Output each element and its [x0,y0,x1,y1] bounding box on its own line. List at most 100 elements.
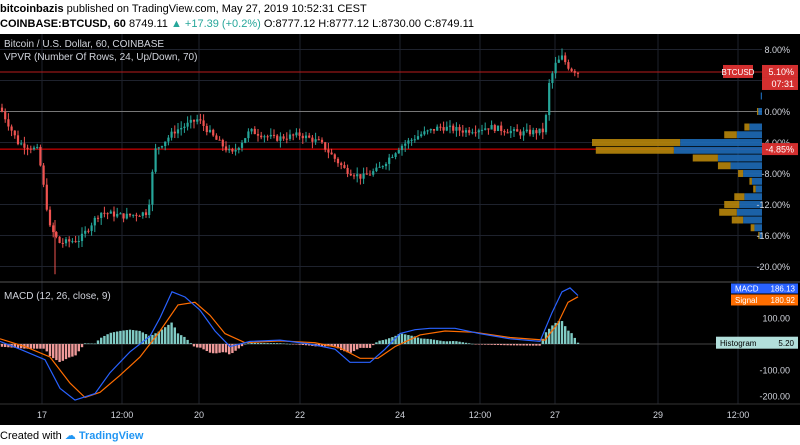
vpvr-down-bar [595,146,674,154]
histogram-bar [215,344,218,354]
histogram-bar [84,343,87,344]
histogram-bar [397,333,400,344]
vpvr-up-bar [758,108,762,115]
histogram-bar [42,344,45,349]
candle-body [13,130,16,136]
histogram-bar [263,343,266,344]
ohlc-values: O:8777.12 H:8777.12 L:8730.00 C:8749.11 [263,18,475,30]
candle-body [151,171,154,205]
histogram-bar [384,339,388,344]
macd-badge [731,283,798,294]
histogram-bar [167,324,170,344]
candle-body [573,71,576,73]
candle-body [352,175,356,177]
histogram-bar [420,338,423,344]
candle-body [109,211,112,214]
histogram-bar [567,330,570,344]
histogram-bar [228,344,231,355]
candle-body [74,241,77,243]
candle-body [349,173,352,176]
candle-body [240,142,244,148]
candle-body [180,127,183,130]
candle-body [205,125,208,133]
histogram-bar [176,333,180,344]
histogram-bar [52,344,55,359]
candle-body [391,156,394,158]
candle-body [20,143,23,145]
histogram-bar [48,344,52,357]
candle-body [375,167,378,172]
candle-body [16,135,20,145]
histogram-bar [464,342,468,344]
candle-body [359,174,362,179]
candle-body [96,217,100,219]
tradingview-brand[interactable]: TradingView [78,430,144,442]
vpvr-down-bar [717,162,731,170]
candle-body [224,146,228,151]
histogram-bar [509,344,512,346]
histogram-bar [336,344,340,349]
vpvr-down-bar [734,193,745,201]
histogram-bar [96,340,100,344]
macd-y-tick-label: 100.00 [762,313,790,323]
candle-body [164,141,167,147]
candle-body [269,134,272,137]
candle-body [442,127,445,131]
tradingview-logo-icon[interactable]: ☁ [64,430,76,442]
candle-body [477,130,480,133]
histogram-bar [295,344,298,345]
x-tick-label: 29 [653,410,663,420]
histogram-bar [199,344,202,348]
chart-svg[interactable]: 8.00%4.00%0.00%-4.00%-8.00%-12.00%-16.00… [0,34,800,425]
histogram-bar [180,335,183,344]
candle-body [324,142,327,150]
candle-body [148,204,151,216]
author-name[interactable]: bitcoinbazis [0,3,64,15]
candle-body [365,173,368,175]
histogram-bar [471,343,474,345]
histogram-bar [282,343,285,344]
y-tick-label: -16.00% [756,231,790,241]
candle-body [298,132,301,136]
vpvr-up-bar [751,177,762,185]
candle-body [436,126,439,131]
chart-area[interactable]: 8.00%4.00%0.00%-4.00%-8.00%-12.00%-16.00… [0,34,800,425]
histogram-bar [362,344,365,348]
candle-body [263,136,266,138]
candle-body [340,163,343,166]
candlestick-series [0,48,580,275]
histogram-badge-name: Histogram [720,339,757,348]
histogram-bar [218,344,221,353]
vpvr-down-bar [756,108,759,115]
candle-body [570,68,573,72]
histogram-bar [135,330,138,344]
vpvr-legend[interactable]: VPVR (Number Of Rows, 24, Up/Down, 70) [4,52,198,63]
candle-body [122,213,125,219]
candle-body [119,213,122,215]
vpvr-down-bar [724,131,737,139]
created-with: Created with [0,430,62,442]
histogram-bar [548,328,551,344]
macd-line [0,287,579,401]
histogram-bar [279,343,282,344]
histogram-bar [151,334,154,344]
histogram-bar [122,330,125,344]
histogram-bar [359,344,362,348]
histogram-bar [192,344,196,347]
histogram-bar [448,341,452,344]
candle-body [538,128,541,134]
candle-body [68,239,71,242]
histogram-bar [234,344,237,351]
main-legend-title[interactable]: Bitcoin / U.S. Dollar, 60, COINBASE [4,39,165,50]
candle-body [522,131,525,136]
price-change: ▲ +17.39 (+0.2%) [170,18,261,30]
x-tick-label: 12:00 [469,410,492,420]
candle-body [250,128,253,132]
macd-legend[interactable]: MACD (12, 26, close, 9) [4,291,111,302]
histogram-bar [429,339,432,344]
candle-body [0,107,4,112]
histogram-bar [484,344,487,345]
histogram-bar [0,344,4,347]
candle-body [554,62,557,74]
candle-body [378,166,381,168]
